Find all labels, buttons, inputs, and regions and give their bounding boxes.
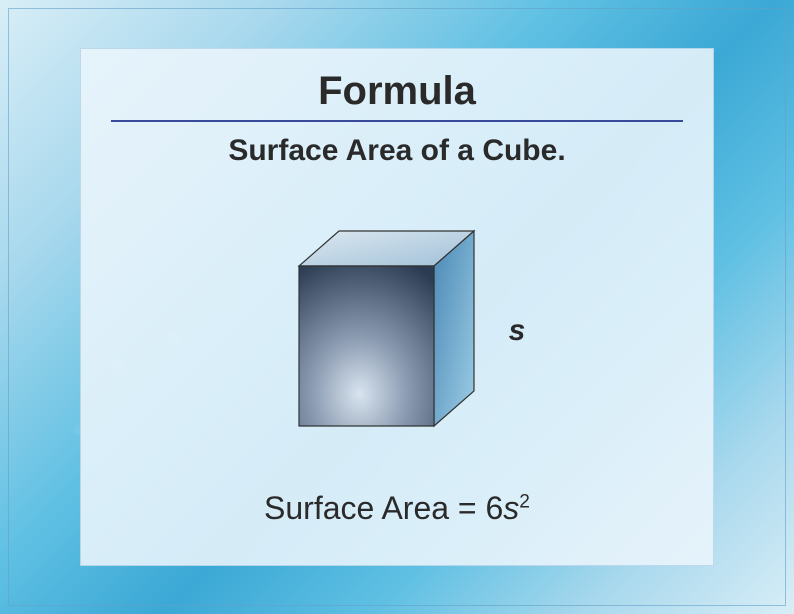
formula-lhs: Surface Area — [264, 490, 449, 526]
formula-exponent: 2 — [519, 491, 530, 512]
side-length-label: s — [509, 314, 526, 348]
cube-icon — [269, 216, 489, 446]
cube-diagram: s — [269, 216, 526, 446]
formula-coef: 6 — [486, 490, 504, 526]
surface-area-formula: Surface Area = 6s2 — [264, 490, 530, 527]
card-subtitle: Surface Area of a Cube. — [228, 134, 565, 168]
diagram-area: s — [111, 178, 683, 484]
title-divider — [111, 120, 683, 122]
formula-eq: = — [449, 490, 485, 526]
formula-variable: s — [503, 490, 519, 526]
card-title: Formula — [318, 69, 476, 114]
content-card: Formula Surface Area of a Cube. — [80, 48, 714, 566]
